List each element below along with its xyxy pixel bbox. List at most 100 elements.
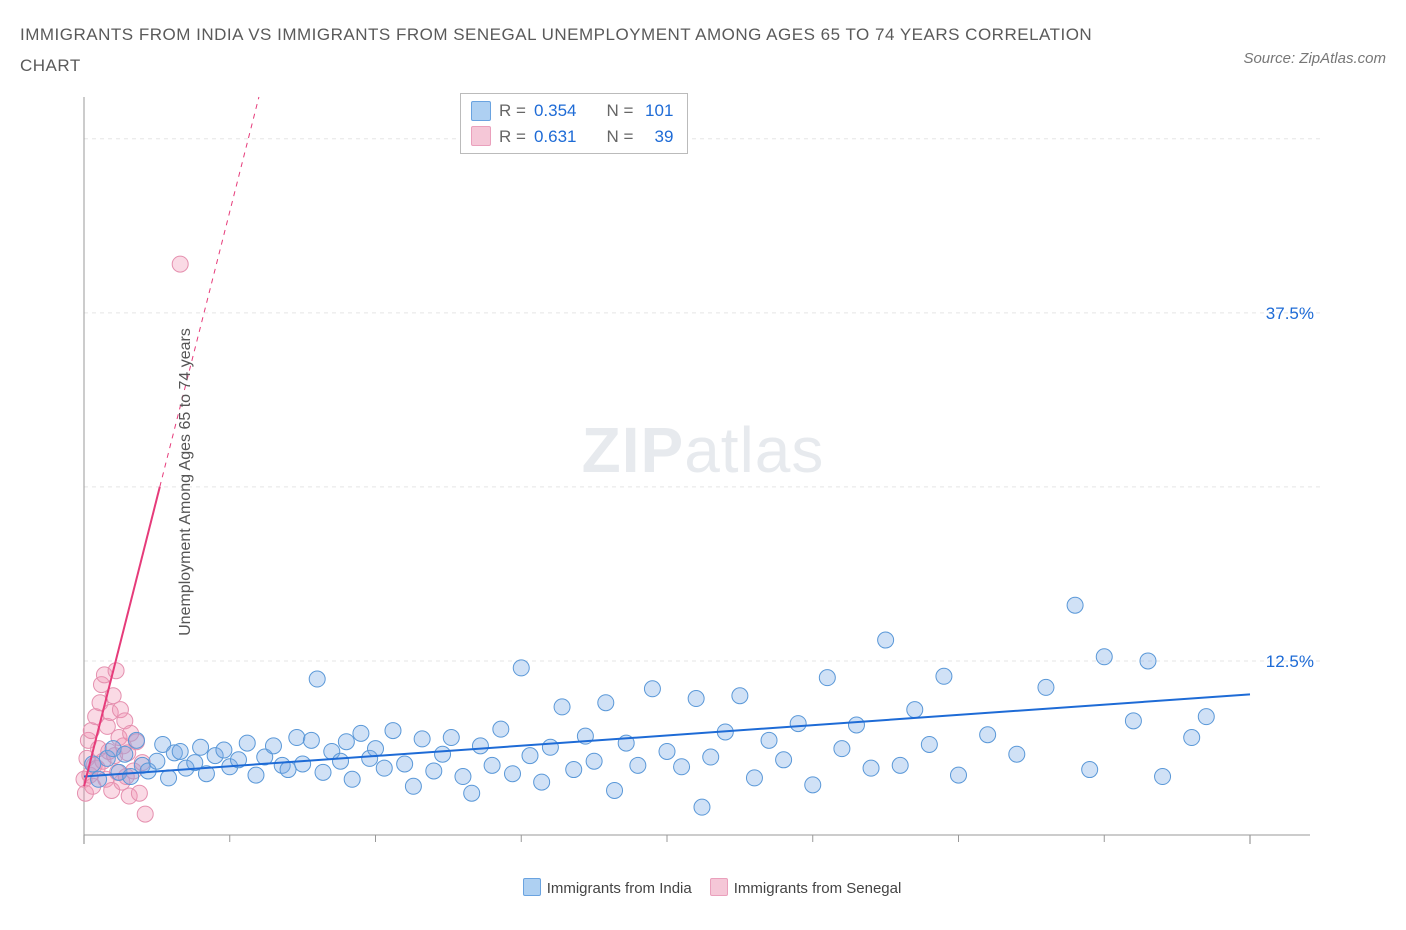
data-point-india	[443, 730, 459, 746]
data-point-india	[128, 733, 144, 749]
legend-swatch-senegal	[710, 878, 728, 896]
data-point-india	[834, 741, 850, 757]
data-point-india	[776, 752, 792, 768]
stats-row-india: R = 0.354 N = 101	[471, 98, 673, 124]
stats-n-value-senegal: 39	[641, 124, 673, 150]
data-point-india	[878, 632, 894, 648]
stats-r-value-india: 0.354	[534, 98, 577, 124]
data-point-india	[566, 762, 582, 778]
stats-n-label: N =	[606, 124, 633, 150]
data-point-india	[248, 767, 264, 783]
data-point-india	[414, 731, 430, 747]
data-point-india	[892, 758, 908, 774]
data-point-india	[344, 771, 360, 787]
data-point-india	[703, 749, 719, 765]
data-point-senegal	[108, 663, 124, 679]
data-point-india	[554, 699, 570, 715]
data-point-india	[338, 734, 354, 750]
data-point-india	[1184, 730, 1200, 746]
scatter-plot: 12.5% 37.5%	[20, 89, 1320, 869]
data-point-india	[493, 721, 509, 737]
data-point-india	[1082, 762, 1098, 778]
legend-label-senegal: Immigrants from Senegal	[734, 880, 902, 897]
data-point-india	[694, 799, 710, 815]
data-point-india	[1038, 680, 1054, 696]
data-point-india	[848, 717, 864, 733]
data-point-india	[1155, 769, 1171, 785]
data-point-india	[630, 758, 646, 774]
data-point-senegal	[172, 256, 188, 272]
data-point-india	[542, 739, 558, 755]
data-point-india	[172, 744, 188, 760]
data-point-india	[353, 726, 369, 742]
data-point-india	[805, 777, 821, 793]
data-point-india	[484, 758, 500, 774]
trend-line-ext-senegal	[160, 97, 259, 487]
stats-legend: R = 0.354 N = 101 R = 0.631 N = 39	[460, 93, 688, 154]
data-point-india	[385, 723, 401, 739]
stats-r-label: R =	[499, 98, 526, 124]
bottom-legend: Immigrants from India Immigrants from Sen…	[20, 878, 1386, 897]
data-point-india	[659, 744, 675, 760]
data-point-india	[435, 746, 451, 762]
data-point-india	[980, 727, 996, 743]
data-point-india	[819, 670, 835, 686]
data-point-india	[426, 763, 442, 779]
data-point-india	[674, 759, 690, 775]
data-point-senegal	[131, 785, 147, 801]
data-point-india	[280, 762, 296, 778]
stats-swatch-india	[471, 101, 491, 121]
y-tick-label: 12.5%	[1266, 652, 1314, 671]
data-point-india	[149, 753, 165, 769]
legend-label-india: Immigrants from India	[547, 880, 692, 897]
data-point-india	[863, 760, 879, 776]
chart-area: Unemployment Among Ages 65 to 74 years Z…	[20, 89, 1386, 874]
data-point-india	[193, 739, 209, 755]
data-point-india	[522, 748, 538, 764]
data-point-india	[513, 660, 529, 676]
data-point-india	[239, 735, 255, 751]
data-point-india	[1125, 713, 1141, 729]
data-point-india	[472, 738, 488, 754]
data-point-india	[397, 756, 413, 772]
stats-r-value-senegal: 0.631	[534, 124, 577, 150]
stats-swatch-senegal	[471, 126, 491, 146]
stats-n-label: N =	[606, 98, 633, 124]
stats-r-label: R =	[499, 124, 526, 150]
data-point-india	[790, 716, 806, 732]
data-point-india	[936, 668, 952, 684]
data-point-india	[295, 756, 311, 772]
y-tick-label: 37.5%	[1266, 304, 1314, 323]
data-point-india	[746, 770, 762, 786]
data-point-india	[732, 688, 748, 704]
data-point-india	[216, 742, 232, 758]
data-point-india	[405, 778, 421, 794]
data-point-india	[907, 702, 923, 718]
data-point-india	[951, 767, 967, 783]
chart-title: IMMIGRANTS FROM INDIA VS IMMIGRANTS FROM…	[20, 20, 1120, 81]
data-point-india	[265, 738, 281, 754]
data-point-india	[85, 756, 101, 772]
data-point-india	[309, 671, 325, 687]
data-point-india	[688, 691, 704, 707]
data-point-india	[607, 783, 623, 799]
data-point-india	[921, 737, 937, 753]
data-point-india	[91, 771, 107, 787]
stats-n-value-india: 101	[641, 98, 673, 124]
trend-line-india	[84, 695, 1250, 777]
data-point-india	[586, 753, 602, 769]
data-point-india	[644, 681, 660, 697]
data-point-india	[598, 695, 614, 711]
data-point-india	[761, 733, 777, 749]
data-point-india	[1067, 597, 1083, 613]
data-point-india	[117, 746, 133, 762]
data-point-india	[505, 766, 521, 782]
data-point-senegal	[137, 806, 153, 822]
stats-row-senegal: R = 0.631 N = 39	[471, 124, 673, 150]
data-point-india	[1096, 649, 1112, 665]
data-point-india	[315, 765, 331, 781]
data-point-india	[534, 774, 550, 790]
data-point-india	[1198, 709, 1214, 725]
data-point-india	[455, 769, 471, 785]
data-point-india	[1140, 653, 1156, 669]
